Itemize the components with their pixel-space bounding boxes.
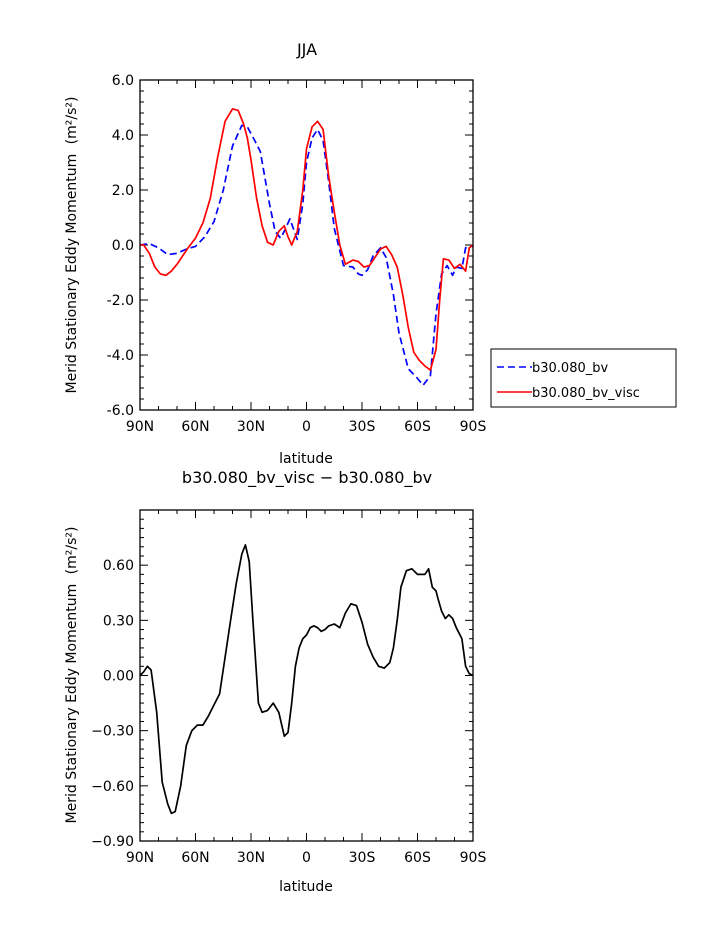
bottom-x-tick-label: 60N — [181, 850, 209, 866]
top-y-tick-label: 4.0 — [112, 128, 134, 144]
top-panel: JJA 90N 60N 30N 0 30S 60S 90S -6.0 -4.0 -2.0 0.0 2.… — [64, 40, 486, 467]
bottom-y-tick-label: 0.60 — [103, 558, 134, 574]
bottom-y-axis-unit: (m²/s²) — [64, 527, 80, 575]
bottom-x-tick-label: 90N — [126, 850, 154, 866]
top-chart-title: JJA — [296, 40, 317, 59]
bottom-chart-title: b30.080_bv_visc − b30.080_bv — [182, 468, 432, 488]
top-x-tick-label: 90N — [126, 419, 154, 435]
legend-box — [490, 348, 677, 408]
top-y-tick-label: -2.0 — [107, 293, 134, 309]
top-series-line-b30-080-bv — [139, 124, 473, 387]
bottom-x-tick-label: 0 — [302, 850, 311, 866]
bottom-y-tick-label: 0.00 — [103, 669, 134, 685]
bottom-series-line-0 — [139, 544, 474, 815]
bottom-x-tick-label: 30S — [349, 850, 376, 866]
bottom-y-tick-label: 0.30 — [103, 613, 134, 629]
bottom-y-tick-label: −0.90 — [91, 834, 134, 850]
bottom-x-tick-label: 60S — [404, 850, 431, 866]
top-y-tick-label: 2.0 — [112, 183, 134, 199]
top-y-axis-unit: (m²/s²) — [64, 97, 80, 145]
bottom-y-tick-label: −0.30 — [91, 724, 134, 740]
top-y-tick-label: 0.0 — [112, 238, 134, 254]
legend-label-b30-080-bv: b30.080_bv — [532, 361, 608, 376]
legend: b30.080_bv b30.080_bv_visc — [490, 348, 677, 408]
top-x-tick-label: 30N — [237, 419, 265, 435]
svg-text:Merid Stationary Eddy Momentum: Merid Stationary Eddy Momentum (m²/s²) — [64, 527, 80, 824]
bottom-x-tick-label: 30N — [237, 850, 265, 866]
bottom-y-tick-label: −0.60 — [91, 779, 134, 795]
top-x-axis-label: latitude — [279, 451, 333, 467]
bottom-x-axis-label: latitude — [279, 879, 333, 895]
bottom-plot-frame — [139, 509, 474, 842]
bottom-panel: b30.080_bv_visc − b30.080_bv 90N 60N 30N 0 3… — [64, 468, 486, 895]
top-x-tick-label: 60N — [181, 419, 209, 435]
bottom-y-axis-label-group: Merid Stationary Eddy Momentum (m²/s²) — [64, 527, 80, 824]
top-x-tick-label: 90S — [460, 419, 487, 435]
top-y-axis-label-group: Merid Stationary Eddy Momentum (m²/s²) — [64, 97, 80, 394]
top-y-tick-label: 6.0 — [112, 73, 134, 89]
top-y-tick-label: -4.0 — [107, 348, 134, 364]
legend-label-b30-080-bv-visc: b30.080_bv_visc — [532, 386, 640, 401]
top-plot-frame — [139, 79, 474, 411]
top-x-tick-label: 30S — [349, 419, 376, 435]
top-x-tick-label: 0 — [302, 419, 311, 435]
bottom-y-axis-label: Merid Stationary Eddy Momentum — [64, 584, 80, 824]
top-series-line-b30-080-bv-visc — [140, 108, 474, 371]
top-y-axis-label: Merid Stationary Eddy Momentum — [64, 154, 80, 394]
top-x-tick-label: 60S — [404, 419, 431, 435]
bottom-x-tick-label: 90S — [460, 850, 487, 866]
svg-text:Merid Stationary Eddy Momentum: Merid Stationary Eddy Momentum (m²/s²) — [64, 97, 80, 394]
top-y-tick-label: -6.0 — [107, 403, 134, 419]
